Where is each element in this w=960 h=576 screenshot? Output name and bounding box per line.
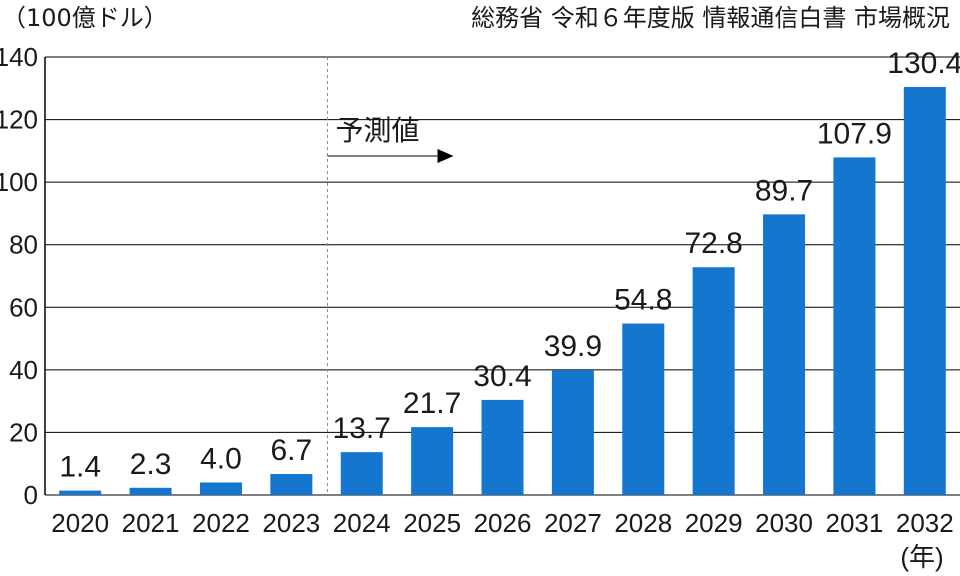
unit-label: （100億ドル） <box>2 4 168 32</box>
forecast-arrow-head <box>437 149 454 163</box>
value-label-2024: 13.7 <box>333 412 391 445</box>
bar-2025 <box>411 427 454 495</box>
x-label-2029: 2029 <box>685 508 743 538</box>
forecast-label: 予測値 <box>336 114 420 147</box>
bar-2030 <box>763 214 806 496</box>
bar-2026 <box>481 399 524 495</box>
y-tick-label: 140 <box>0 42 38 72</box>
value-label-2020: 1.4 <box>59 451 101 484</box>
x-label-2032: 2032 <box>896 508 954 538</box>
y-tick-label: 60 <box>9 292 38 322</box>
bar-2028 <box>622 323 665 495</box>
bar-2032 <box>903 87 946 495</box>
bar-2020 <box>59 490 102 495</box>
bar-2027 <box>551 370 594 495</box>
bar-2023 <box>270 474 313 495</box>
y-tick-label: 40 <box>9 355 38 385</box>
value-label-2030: 89.7 <box>755 174 813 207</box>
value-label-2023: 6.7 <box>270 434 312 467</box>
y-tick-label: 0 <box>24 480 38 510</box>
value-label-2027: 39.9 <box>544 330 602 363</box>
y-tick-label: 100 <box>0 167 38 197</box>
x-label-2028: 2028 <box>614 508 672 538</box>
bar-2021 <box>129 487 172 495</box>
source-label: 総務省 令和６年度版 情報通信白書 市場概況 <box>471 4 950 32</box>
value-label-2022: 4.0 <box>200 442 242 475</box>
y-tick-label: 20 <box>9 417 38 447</box>
x-axis-unit: (年) <box>900 542 943 572</box>
x-label-2022: 2022 <box>192 508 250 538</box>
x-label-2030: 2030 <box>755 508 813 538</box>
x-label-2026: 2026 <box>474 508 532 538</box>
x-label-2021: 2021 <box>122 508 180 538</box>
x-label-2025: 2025 <box>403 508 461 538</box>
bar-2029 <box>692 267 735 495</box>
value-label-2026: 30.4 <box>473 360 531 393</box>
value-label-2032: 130.4 <box>887 47 960 80</box>
bars <box>59 87 946 496</box>
y-tick-label: 120 <box>0 105 38 135</box>
y-axis-ticks: 0 20 40 60 80 100 120 140 <box>0 42 38 510</box>
x-label-2023: 2023 <box>262 508 320 538</box>
x-axis-labels: 2020 2021 2022 2023 2024 2025 2026 2027 2028 2029… <box>51 508 953 538</box>
value-label-2028: 54.8 <box>614 284 672 317</box>
x-label-2031: 2031 <box>826 508 884 538</box>
bar-2031 <box>833 157 876 496</box>
bar-2024 <box>340 452 383 495</box>
y-tick-label: 80 <box>9 230 38 260</box>
gridlines <box>44 56 960 496</box>
x-label-2024: 2024 <box>333 508 391 538</box>
x-label-2027: 2027 <box>544 508 602 538</box>
value-label-2025: 21.7 <box>403 387 461 420</box>
value-label-2021: 2.3 <box>130 448 172 481</box>
forecast-marker: 予測値 <box>327 57 454 495</box>
x-label-2020: 2020 <box>51 508 109 538</box>
value-label-2029: 72.8 <box>684 227 742 260</box>
value-labels: 1.4 2.3 4.0 6.7 13.7 21.7 30.4 39.9 54.8 72.8 89.7… <box>59 47 960 484</box>
value-label-2031: 107.9 <box>817 117 892 150</box>
bar-2022 <box>199 482 242 495</box>
